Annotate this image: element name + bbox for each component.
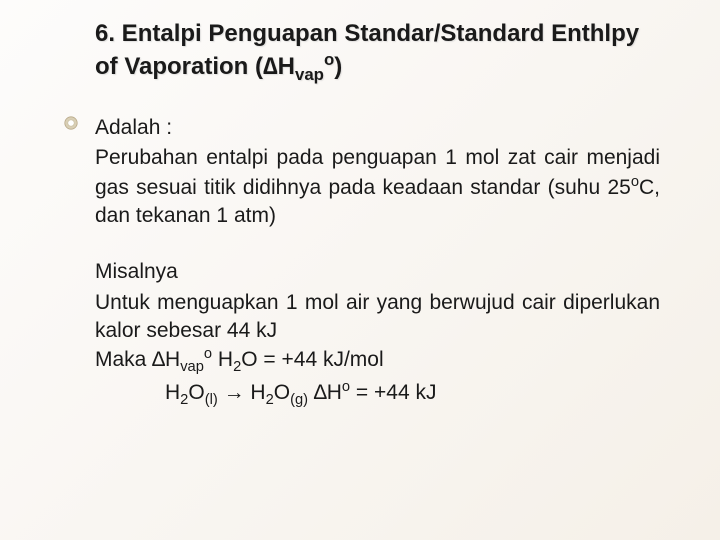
ex2-mid: H: [212, 348, 233, 371]
ex2-after: O = +44 kJ/mol: [241, 348, 383, 371]
definition-block: Adalah : Perubahan entalpi pada penguapa…: [95, 114, 660, 230]
eq-h1: H: [165, 381, 180, 404]
bullet-icon: [64, 116, 78, 130]
eq-dho-prefix: ∆H: [308, 381, 342, 404]
example-block: Misalnya Untuk menguapkan 1 mol air yang…: [95, 258, 660, 411]
slide-content: 6. Entalpi Penguapan Standar/Standard En…: [0, 0, 720, 459]
ex2-h2o-sub: 2: [233, 359, 241, 375]
slide-title: 6. Entalpi Penguapan Standar/Standard En…: [95, 18, 660, 86]
ex2-sub: vap: [180, 359, 204, 375]
eq-o2: O: [274, 381, 290, 404]
eq-value: = +44 kJ: [350, 381, 436, 404]
ex2-prefix: Maka ∆H: [95, 348, 180, 371]
title-sub: vap: [295, 65, 324, 84]
title-delta: ∆H: [263, 53, 295, 80]
definition-sup: o: [631, 174, 639, 190]
eq-sub2: 2: [266, 392, 274, 408]
eq-o1: O: [188, 381, 204, 404]
ex2-sup: o: [204, 346, 212, 362]
eq-h2: H: [250, 381, 265, 404]
example-line1: Untuk menguapkan 1 mol air yang berwujud…: [95, 289, 660, 346]
eq-dho-sup: o: [342, 379, 350, 395]
example-line2: Maka ∆Hvapo H2O = +44 kJ/mol: [95, 345, 660, 378]
title-suffix: ): [334, 53, 342, 80]
title-prefix: 6. Entalpi Penguapan Standar/Standard En…: [95, 20, 639, 80]
definition-body: Perubahan entalpi pada penguapan 1 mol z…: [95, 144, 660, 230]
eq-arrow: →: [218, 381, 251, 404]
title-sup: o: [324, 50, 334, 69]
eq-phase-l: (l): [205, 392, 218, 408]
eq-phase-g: (g): [290, 392, 308, 408]
example-equation: H2O(l) → H2O(g) ∆Ho = +44 kJ: [95, 378, 660, 411]
definition-lead: Adalah :: [95, 114, 660, 142]
definition-before: Perubahan entalpi pada penguapan 1 mol z…: [95, 146, 660, 198]
example-lead: Misalnya: [95, 258, 660, 286]
